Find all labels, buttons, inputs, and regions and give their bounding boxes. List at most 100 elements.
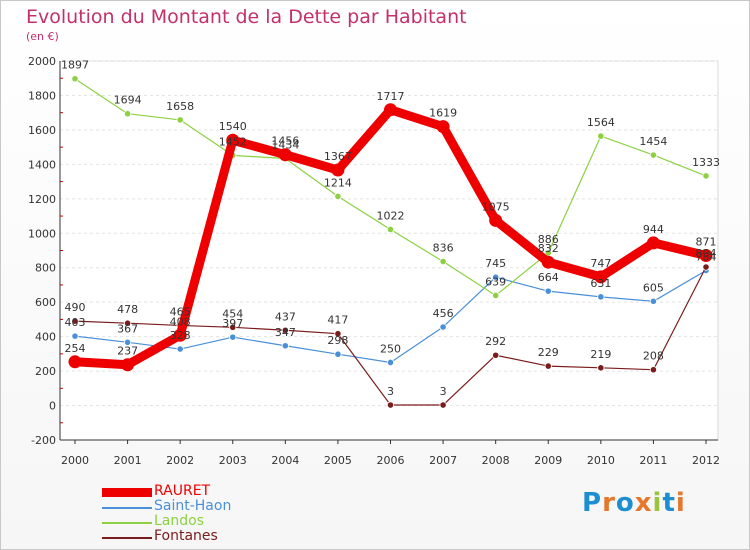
data-point xyxy=(334,350,342,358)
data-label: 208 xyxy=(643,350,664,363)
x-tick-label: 2007 xyxy=(429,454,457,467)
data-label: 1214 xyxy=(324,176,352,189)
legend-label: Saint-Haon xyxy=(154,498,232,514)
data-label: 397 xyxy=(222,317,243,330)
plot-area xyxy=(59,60,719,441)
data-label: 254 xyxy=(65,342,86,355)
data-label: 944 xyxy=(643,223,664,236)
data-point xyxy=(386,401,395,409)
data-label: 1456 xyxy=(271,135,299,148)
data-label: 1658 xyxy=(166,100,194,113)
data-label: 1717 xyxy=(377,90,405,103)
data-label: 219 xyxy=(590,348,611,361)
proxiti-logo: Proxiti xyxy=(582,488,686,518)
data-label: 1540 xyxy=(219,120,247,133)
legend-swatch xyxy=(102,537,152,539)
data-point xyxy=(173,328,187,342)
data-point xyxy=(281,342,289,350)
data-label: 639 xyxy=(485,275,506,288)
data-label: 237 xyxy=(117,345,138,358)
data-label: 298 xyxy=(327,334,348,347)
data-point xyxy=(544,362,552,370)
x-tick-label: 2000 xyxy=(61,454,89,467)
data-label: 1619 xyxy=(429,107,457,120)
data-point xyxy=(226,133,240,147)
data-label: 347 xyxy=(275,326,296,339)
data-point xyxy=(278,148,292,162)
data-label: 417 xyxy=(327,314,348,327)
data-label: 1333 xyxy=(692,156,720,169)
data-point xyxy=(597,132,605,140)
data-point xyxy=(649,297,658,305)
data-point xyxy=(176,116,184,124)
data-label: 784 xyxy=(696,250,717,263)
data-label: 3 xyxy=(387,385,394,398)
x-tick-label: 2003 xyxy=(219,454,247,467)
x-tick-label: 2009 xyxy=(534,454,562,467)
data-point xyxy=(439,323,447,331)
data-point xyxy=(597,293,605,301)
y-tick-label: -200 xyxy=(31,434,56,447)
logo-letter: o xyxy=(615,488,635,518)
data-label: 1367 xyxy=(324,150,352,163)
y-tick-label: 1000 xyxy=(28,227,56,240)
data-label: 490 xyxy=(65,301,86,314)
data-label: 745 xyxy=(485,257,506,270)
data-label: 456 xyxy=(433,307,454,320)
data-label: 1434 xyxy=(271,139,299,152)
chart-title: Evolution du Montant de la Dette par Hab… xyxy=(26,6,467,28)
data-label: 836 xyxy=(433,242,454,255)
logo-letter: P xyxy=(582,488,603,518)
data-label: 664 xyxy=(538,271,559,284)
data-label: 478 xyxy=(117,303,138,316)
data-point xyxy=(492,351,500,359)
data-label: 1564 xyxy=(587,116,615,129)
x-tick-label: 2008 xyxy=(482,454,510,467)
data-point xyxy=(121,358,135,372)
data-point xyxy=(702,172,710,180)
legend-label: Landos xyxy=(154,513,204,529)
data-point xyxy=(281,326,289,334)
data-label: 631 xyxy=(590,277,611,290)
data-label: 465 xyxy=(170,305,191,318)
data-point xyxy=(436,120,450,134)
data-label: 454 xyxy=(222,307,243,320)
data-label: 886 xyxy=(538,233,559,246)
y-tick-label: 1400 xyxy=(28,158,56,171)
data-label: 1897 xyxy=(61,59,89,72)
data-label: 437 xyxy=(275,310,296,323)
x-tick-label: 2005 xyxy=(324,454,352,467)
data-label: 871 xyxy=(696,235,717,248)
data-label: 605 xyxy=(643,281,664,294)
x-tick-label: 2001 xyxy=(114,454,142,467)
y-tick-label: 1200 xyxy=(28,193,56,206)
data-point xyxy=(331,163,345,177)
data-label: 747 xyxy=(590,257,611,270)
x-tick-label: 2002 xyxy=(166,454,194,467)
data-point xyxy=(71,317,79,325)
data-label: 1454 xyxy=(639,135,667,148)
x-tick-label: 2012 xyxy=(692,454,720,467)
data-point xyxy=(492,291,500,300)
y-tick-label: 400 xyxy=(35,331,56,344)
legend-swatch xyxy=(102,522,152,524)
data-label: 1694 xyxy=(114,94,142,107)
data-point xyxy=(71,75,79,83)
data-label: 1022 xyxy=(377,209,405,222)
y-tick-label: 0 xyxy=(49,400,56,413)
data-point xyxy=(68,355,82,369)
y-tick-label: 600 xyxy=(35,296,56,309)
data-point xyxy=(386,225,395,234)
logo-letter: i xyxy=(675,488,686,518)
data-point xyxy=(544,287,552,295)
data-point xyxy=(334,330,342,338)
logo-letter: i xyxy=(652,488,663,518)
logo-letter: r xyxy=(602,488,616,518)
data-label: 292 xyxy=(485,335,506,348)
x-tick-label: 2006 xyxy=(377,454,405,467)
data-point xyxy=(123,319,132,327)
legend-swatch xyxy=(102,488,152,497)
data-point xyxy=(123,110,132,118)
logo-letter: x xyxy=(634,488,653,518)
